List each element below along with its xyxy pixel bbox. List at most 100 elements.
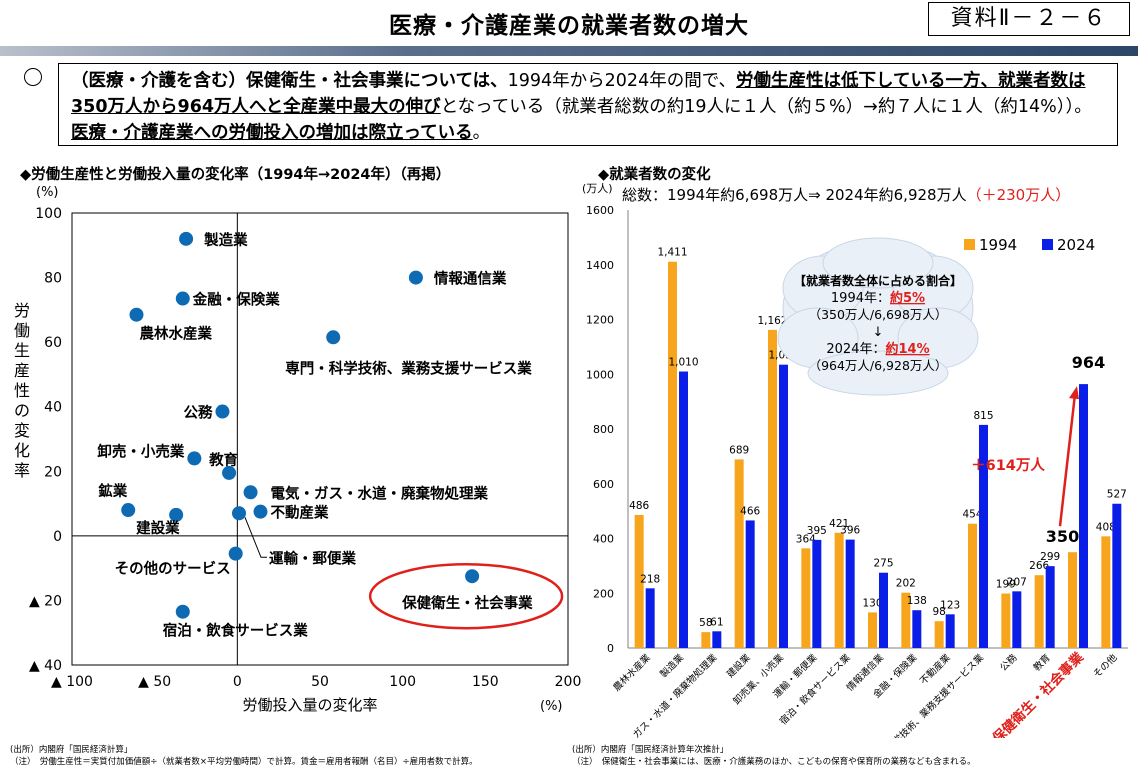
bar-2024 (1012, 591, 1022, 648)
scatter-point (215, 404, 230, 419)
bar-y-tick-label: 200 (593, 587, 614, 600)
bar-1994 (1101, 536, 1111, 648)
scatter-point-label: 専門・科学技術、業務支援サービス業 (285, 359, 532, 377)
transport-label-connector (244, 517, 267, 558)
scatter-point (175, 291, 190, 306)
bar-value-label: 58 (699, 617, 712, 629)
bar-value-label: 364 (796, 533, 816, 545)
scatter-y-tick-label: ▲ 40 (29, 658, 62, 674)
bar-2024 (945, 614, 955, 648)
share-1994-detail: （350万人/6,698万人） (809, 307, 948, 322)
scatter-point-label: 保健衛生・社会事業 (401, 594, 533, 612)
bar-y-tick-label: 600 (593, 478, 614, 491)
bar-1994 (634, 514, 644, 648)
bar-value-label: 486 (629, 500, 649, 512)
scatter-point-label: 鉱業 (98, 482, 127, 500)
left-note: （注） 労働生産性＝実質付加価値額÷（就業者数×平均労働時間）で計算。賃金＝雇用… (10, 757, 478, 767)
share-callout-cloud (777, 237, 979, 396)
bar-2024 (879, 572, 888, 648)
bar-value-label: 130 (862, 597, 882, 609)
header-band (0, 46, 1138, 56)
scatter-y-tick-label: ▲ 20 (29, 593, 62, 609)
scatter-point (169, 507, 184, 522)
right-footnotes: (出所）内閣府「国民経済計算年次推計」 （注） 保健衛生・社会事業には、医療・介… (572, 744, 976, 768)
bar-value-label: 98 (932, 606, 945, 618)
bar-value-label: 454 (962, 509, 982, 521)
bar-2024 (1045, 566, 1055, 648)
bar-value-label: 266 (1029, 560, 1049, 572)
scatter-point (129, 307, 144, 322)
scatter-point (231, 506, 246, 521)
scatter-point-label: 教育 (208, 451, 238, 469)
bar-y-tick-label: 400 (593, 533, 614, 546)
bar-1994 (701, 632, 711, 648)
legend-swatch-2024 (1042, 239, 1053, 250)
right-chart-heading: ◆就業者数の変化 (598, 167, 711, 183)
bar-2024 (1079, 384, 1088, 648)
share-2024-detail: （964万人/6,928万人） (809, 358, 948, 373)
scatter-y-tick-label: 40 (44, 400, 62, 416)
scatter-point (228, 546, 243, 561)
scatter-x-tick-label: ▲ 100 (51, 674, 93, 690)
increase-arrow-line (1058, 393, 1077, 527)
bar-category-label: 教育 (1031, 652, 1053, 674)
bar-y-unit: (万人) (582, 182, 613, 195)
bar-1994 (934, 621, 944, 648)
bar-value-label: 1,411 (657, 247, 687, 259)
scatter-y-unit: (%) (36, 185, 59, 200)
bar-category-label: 建設業 (724, 651, 753, 680)
bar-y-tick-label: 800 (593, 423, 614, 436)
scatter-point (175, 604, 190, 619)
legend-label-2024: 2024 (1057, 236, 1095, 254)
bar-y-tick-label: 1600 (586, 204, 614, 217)
scatter-x-tick-label: 150 (472, 674, 499, 690)
bar-value-label: 123 (940, 599, 960, 611)
scatter-point (253, 504, 268, 519)
scatter-point-label: 製造業 (203, 231, 248, 249)
scatter-point (326, 330, 341, 345)
summary-part4: となっている（就業者総数の約19人に１人（約５%）→約７人に１人（約14%））。 (440, 97, 1092, 117)
scatter-y-tick-label: 100 (35, 206, 62, 222)
bar-2024 (745, 520, 755, 648)
scatter-point-label: 不動産業 (270, 504, 328, 522)
bar-total-main: 総数：1994年約6,698万人⇒ 2024年約6,928万人 (622, 186, 967, 204)
scatter-point-label: 公務 (183, 404, 212, 422)
scatter-point (179, 231, 194, 246)
share-1994-line: 1994年：約5% (831, 290, 925, 306)
increase-label: ＋614万人 (971, 457, 1045, 474)
scatter-x-tick-label: 100 (389, 674, 416, 690)
summary-part2: 1994年から2024年の間で、 (507, 71, 736, 91)
bar-2024 (979, 424, 988, 648)
summary-part6: 。 (472, 123, 491, 143)
bar-1994 (668, 261, 677, 648)
scatter-point-label: 運輸・郵便業 (269, 549, 356, 567)
scatter-plot-frame (71, 212, 569, 666)
bar-y-tick-label: 1400 (586, 259, 614, 272)
scatter-x-tick-label: ▲ 50 (138, 674, 171, 690)
scatter-x-axis-label: 労働投入量の変化率 (242, 696, 377, 714)
document-reference: 資料Ⅱ－２－６ (928, 2, 1130, 36)
scatter-point (187, 451, 202, 466)
scatter-point-label: 卸売・小売業 (97, 442, 184, 460)
bar-value-label: 275 (873, 558, 893, 570)
bar-value-label: 350 (1046, 527, 1079, 546)
summary-part3: 労働生産性は低下している一方、就業者数は350万人から964万人へと全産業中最大… (71, 71, 1086, 117)
scatter-y-tick-label: 0 (53, 529, 62, 545)
right-source: (出所）内閣府「国民経済計算年次推計」 (572, 745, 729, 755)
scatter-y-tick-label: 80 (44, 271, 62, 287)
bar-1994 (968, 523, 977, 648)
scatter-y-tick-label: 20 (44, 464, 62, 480)
scatter-point (465, 569, 480, 584)
share-title: 【就業者数全体に占める割合】 (794, 273, 962, 288)
bar-value-label: 466 (740, 505, 760, 517)
scatter-point-label: 宿泊・飲食サービス業 (163, 622, 308, 640)
bar-value-label: 395 (807, 525, 827, 537)
bar-1994 (901, 592, 911, 648)
summary-part1: （医療・介護を含む）保健衛生・社会事業については、 (71, 71, 508, 91)
left-chart-heading: ◆労働生産性と労働投入量の変化率（1994年→2024年）（再掲） (20, 167, 451, 183)
scatter-x-unit: (%) (540, 699, 563, 714)
bar-y-tick-label: 1200 (586, 314, 614, 327)
bar-category-label: 農林水産業 (611, 651, 653, 693)
summary-part5: 医療・介護産業への労働投入の増加は際立っている (71, 123, 473, 143)
